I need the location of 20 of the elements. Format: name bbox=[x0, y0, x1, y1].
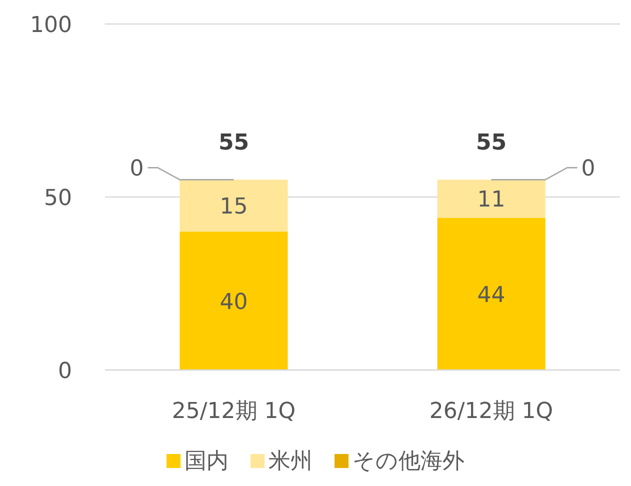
legend-label: 米州 bbox=[268, 449, 312, 474]
bar bbox=[180, 180, 288, 232]
data-label: 15 bbox=[220, 194, 248, 220]
annotation: 0 bbox=[130, 156, 144, 182]
y-tick-label: 0 bbox=[58, 359, 72, 384]
legend-label: 国内 bbox=[184, 449, 228, 474]
bar bbox=[437, 180, 546, 218]
y-tick-label: 50 bbox=[44, 186, 72, 211]
total-label: 55 bbox=[218, 130, 250, 156]
x-tick-label: 25/12期 1Q bbox=[172, 399, 296, 424]
bar bbox=[437, 218, 546, 370]
y-tick-label: 100 bbox=[30, 13, 72, 38]
total-label: 55 bbox=[476, 130, 507, 156]
legend-label: その他海外 bbox=[352, 449, 464, 474]
data-label: 11 bbox=[477, 188, 506, 213]
data-label: 44 bbox=[477, 282, 506, 308]
data-label: 40 bbox=[220, 290, 248, 315]
annotation: 0 bbox=[581, 156, 596, 182]
x-tick-label: 26/12期 1Q bbox=[429, 399, 554, 424]
bar bbox=[180, 232, 288, 370]
